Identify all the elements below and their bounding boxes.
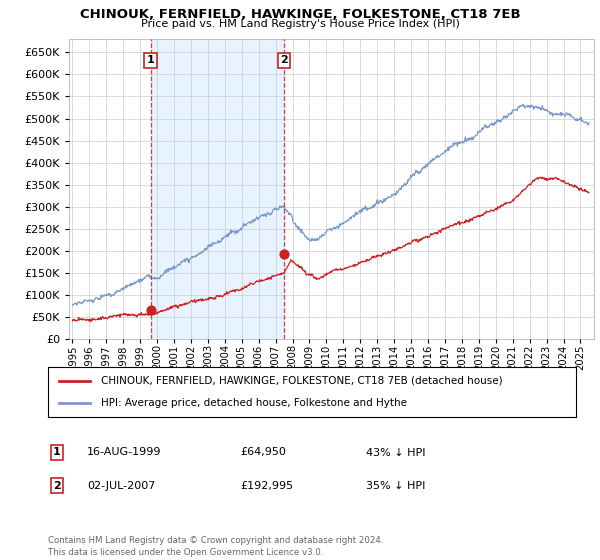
Text: 35% ↓ HPI: 35% ↓ HPI (366, 480, 425, 491)
Text: 1: 1 (147, 55, 155, 65)
Text: 2: 2 (53, 480, 61, 491)
Text: £192,995: £192,995 (240, 480, 293, 491)
Text: 16-AUG-1999: 16-AUG-1999 (87, 447, 161, 458)
Text: 2: 2 (280, 55, 288, 65)
Bar (151, 39, 284, 339)
Text: Contains HM Land Registry data © Crown copyright and database right 2024.
This d: Contains HM Land Registry data © Crown c… (48, 536, 383, 557)
Text: 1: 1 (53, 447, 61, 458)
Text: HPI: Average price, detached house, Folkestone and Hythe: HPI: Average price, detached house, Folk… (101, 398, 407, 408)
Text: £64,950: £64,950 (240, 447, 286, 458)
Text: CHINOUK, FERNFIELD, HAWKINGE, FOLKESTONE, CT18 7EB (detached house): CHINOUK, FERNFIELD, HAWKINGE, FOLKESTONE… (101, 376, 502, 386)
Point (279, 249, 289, 258)
Text: 43% ↓ HPI: 43% ↓ HPI (366, 447, 425, 458)
Text: 02-JUL-2007: 02-JUL-2007 (87, 480, 155, 491)
Text: Price paid vs. HM Land Registry's House Price Index (HPI): Price paid vs. HM Land Registry's House … (140, 19, 460, 29)
Text: CHINOUK, FERNFIELD, HAWKINGE, FOLKESTONE, CT18 7EB: CHINOUK, FERNFIELD, HAWKINGE, FOLKESTONE… (80, 8, 520, 21)
Point (146, 306, 155, 315)
